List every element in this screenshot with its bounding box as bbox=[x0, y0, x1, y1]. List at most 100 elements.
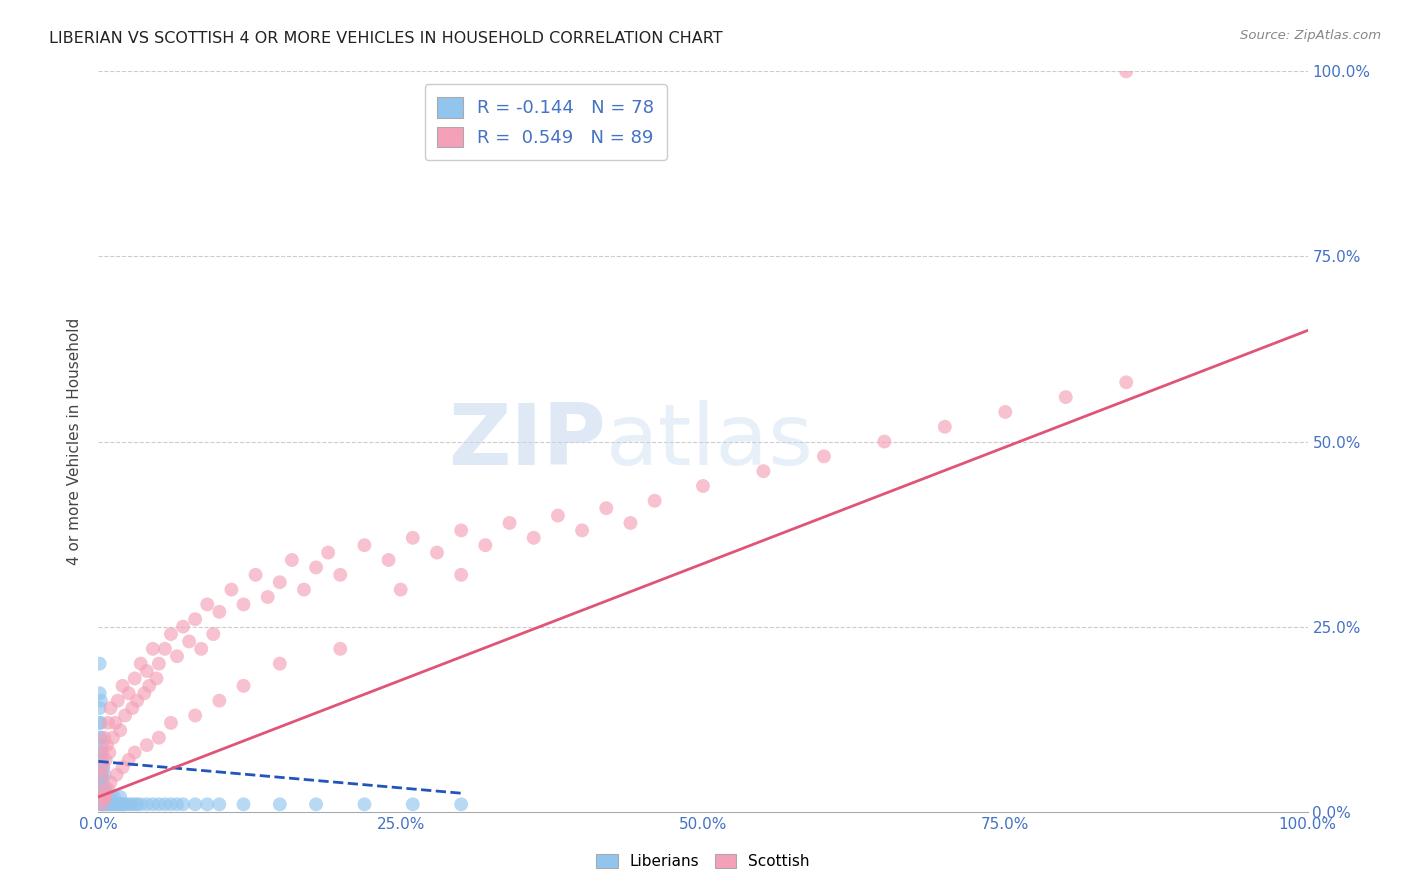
Point bbox=[160, 715, 183, 730]
Point bbox=[112, 797, 135, 812]
Point bbox=[245, 567, 267, 582]
Point bbox=[124, 746, 146, 760]
Point bbox=[94, 789, 117, 804]
Point bbox=[97, 782, 120, 797]
Point bbox=[571, 524, 593, 538]
Point bbox=[148, 657, 170, 671]
Point bbox=[90, 767, 112, 781]
Point bbox=[232, 679, 254, 693]
Point bbox=[256, 590, 278, 604]
Point bbox=[101, 731, 124, 745]
Point bbox=[145, 672, 167, 686]
Point bbox=[91, 797, 114, 812]
Point bbox=[105, 767, 128, 781]
Point bbox=[90, 715, 112, 730]
Point bbox=[91, 797, 114, 812]
Point bbox=[98, 797, 121, 812]
Point bbox=[934, 419, 956, 434]
Point bbox=[450, 797, 472, 812]
Point bbox=[208, 605, 231, 619]
Point bbox=[90, 746, 112, 760]
Point bbox=[93, 731, 115, 745]
Point bbox=[208, 694, 231, 708]
Point bbox=[97, 789, 120, 804]
Point bbox=[148, 731, 170, 745]
Point bbox=[89, 701, 111, 715]
Point bbox=[172, 619, 194, 633]
Point bbox=[166, 797, 188, 812]
Point bbox=[93, 797, 115, 812]
Point bbox=[89, 775, 111, 789]
Point bbox=[114, 797, 136, 812]
Point bbox=[89, 731, 111, 745]
Point bbox=[160, 797, 183, 812]
Point bbox=[232, 797, 254, 812]
Point bbox=[90, 789, 112, 804]
Point bbox=[135, 738, 157, 752]
Point bbox=[873, 434, 896, 449]
Point bbox=[93, 782, 115, 797]
Point bbox=[100, 701, 122, 715]
Point bbox=[94, 782, 117, 797]
Point bbox=[89, 686, 111, 700]
Point bbox=[96, 789, 118, 804]
Point bbox=[89, 767, 111, 781]
Point bbox=[121, 701, 143, 715]
Point bbox=[91, 789, 114, 804]
Point bbox=[90, 775, 112, 789]
Point bbox=[111, 760, 134, 774]
Point bbox=[160, 627, 183, 641]
Point bbox=[91, 789, 114, 804]
Point bbox=[100, 789, 122, 804]
Point bbox=[90, 782, 112, 797]
Point bbox=[523, 531, 546, 545]
Point bbox=[142, 797, 165, 812]
Point bbox=[89, 746, 111, 760]
Point bbox=[148, 797, 170, 812]
Point bbox=[135, 664, 157, 678]
Point bbox=[96, 797, 118, 812]
Point bbox=[124, 797, 146, 812]
Point bbox=[105, 797, 128, 812]
Point bbox=[91, 760, 114, 774]
Point bbox=[90, 694, 112, 708]
Point bbox=[619, 516, 641, 530]
Point bbox=[269, 797, 291, 812]
Point bbox=[118, 686, 141, 700]
Point bbox=[91, 789, 114, 804]
Point bbox=[100, 797, 122, 812]
Y-axis label: 4 or more Vehicles in Household: 4 or more Vehicles in Household bbox=[67, 318, 83, 566]
Point bbox=[124, 672, 146, 686]
Point bbox=[91, 797, 114, 812]
Point bbox=[221, 582, 243, 597]
Point bbox=[172, 797, 194, 812]
Point bbox=[90, 760, 112, 774]
Point bbox=[426, 546, 449, 560]
Point bbox=[129, 797, 152, 812]
Point bbox=[101, 797, 124, 812]
Point bbox=[329, 641, 352, 656]
Point bbox=[316, 546, 339, 560]
Point bbox=[402, 797, 425, 812]
Point bbox=[202, 627, 225, 641]
Point bbox=[110, 797, 132, 812]
Point bbox=[118, 753, 141, 767]
Point bbox=[269, 575, 291, 590]
Point bbox=[91, 738, 114, 752]
Point bbox=[184, 612, 207, 626]
Point bbox=[305, 560, 328, 574]
Point bbox=[692, 479, 714, 493]
Point bbox=[134, 686, 156, 700]
Text: atlas: atlas bbox=[606, 400, 814, 483]
Point bbox=[190, 641, 212, 656]
Point bbox=[281, 553, 304, 567]
Point bbox=[547, 508, 569, 523]
Point bbox=[108, 789, 131, 804]
Point bbox=[104, 715, 127, 730]
Legend: R = -0.144   N = 78, R =  0.549   N = 89: R = -0.144 N = 78, R = 0.549 N = 89 bbox=[425, 84, 666, 160]
Point bbox=[89, 657, 111, 671]
Point bbox=[100, 775, 122, 789]
Point bbox=[644, 493, 666, 508]
Point bbox=[91, 782, 114, 797]
Point bbox=[138, 679, 160, 693]
